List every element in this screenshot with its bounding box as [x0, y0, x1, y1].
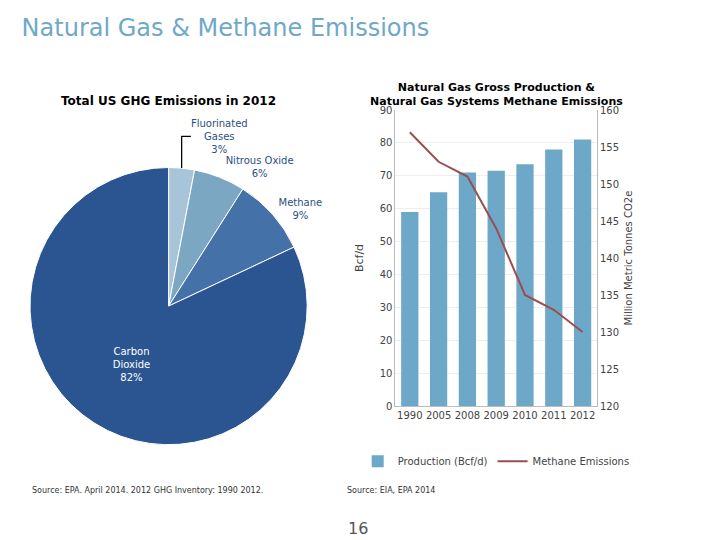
svg-text:130: 130 [600, 327, 619, 338]
svg-text:0: 0 [386, 401, 392, 412]
svg-text:20: 20 [380, 335, 393, 346]
svg-text:140: 140 [600, 253, 619, 264]
svg-text:Methane9%: Methane9% [279, 197, 323, 221]
svg-text:50: 50 [380, 236, 393, 247]
svg-text:Million Metric Tonnes CO2e: Million Metric Tonnes CO2e [623, 191, 634, 326]
svg-text:60: 60 [380, 203, 393, 214]
svg-text:Bcf/d: Bcf/d [353, 244, 366, 272]
svg-text:2010: 2010 [512, 410, 537, 421]
svg-text:2011: 2011 [541, 410, 566, 421]
svg-text:70: 70 [380, 170, 393, 181]
svg-text:Methane Emissions: Methane Emissions [533, 456, 630, 467]
svg-text:Production (Bcf/d): Production (Bcf/d) [398, 456, 488, 467]
svg-text:Source: EIA, EPA 2014: Source: EIA, EPA 2014 [347, 486, 435, 495]
svg-text:80: 80 [380, 137, 393, 148]
svg-text:FluorinatedGases3%: FluorinatedGases3% [191, 118, 248, 155]
svg-text:10: 10 [380, 368, 393, 379]
svg-text:2009: 2009 [483, 410, 508, 421]
svg-text:Natural Gas & Methane Emission: Natural Gas & Methane Emissions [22, 14, 430, 42]
svg-text:Source: EPA. April 2014. 2012: Source: EPA. April 2014. 2012 GHG Invent… [32, 486, 263, 495]
svg-text:2005: 2005 [426, 410, 451, 421]
svg-text:90: 90 [380, 105, 393, 116]
svg-text:Natural Gas Gross Production &: Natural Gas Gross Production &Natural Ga… [370, 81, 623, 108]
svg-text:160: 160 [600, 105, 619, 116]
svg-text:30: 30 [380, 302, 393, 313]
svg-text:155: 155 [600, 142, 619, 153]
svg-text:135: 135 [600, 290, 619, 301]
svg-text:40: 40 [380, 269, 393, 280]
svg-text:16: 16 [348, 519, 368, 538]
svg-text:1990: 1990 [397, 410, 422, 421]
svg-text:2008: 2008 [455, 410, 480, 421]
svg-text:120: 120 [600, 401, 619, 412]
svg-text:145: 145 [600, 216, 619, 227]
svg-text:CarbonDioxide82%: CarbonDioxide82% [113, 346, 151, 383]
svg-text:Nitrous Oxide6%: Nitrous Oxide6% [226, 155, 294, 179]
svg-text:Total US GHG Emissions in 2012: Total US GHG Emissions in 2012 [61, 94, 276, 108]
svg-text:150: 150 [600, 179, 619, 190]
svg-text:2012: 2012 [570, 410, 595, 421]
svg-text:125: 125 [600, 364, 619, 375]
